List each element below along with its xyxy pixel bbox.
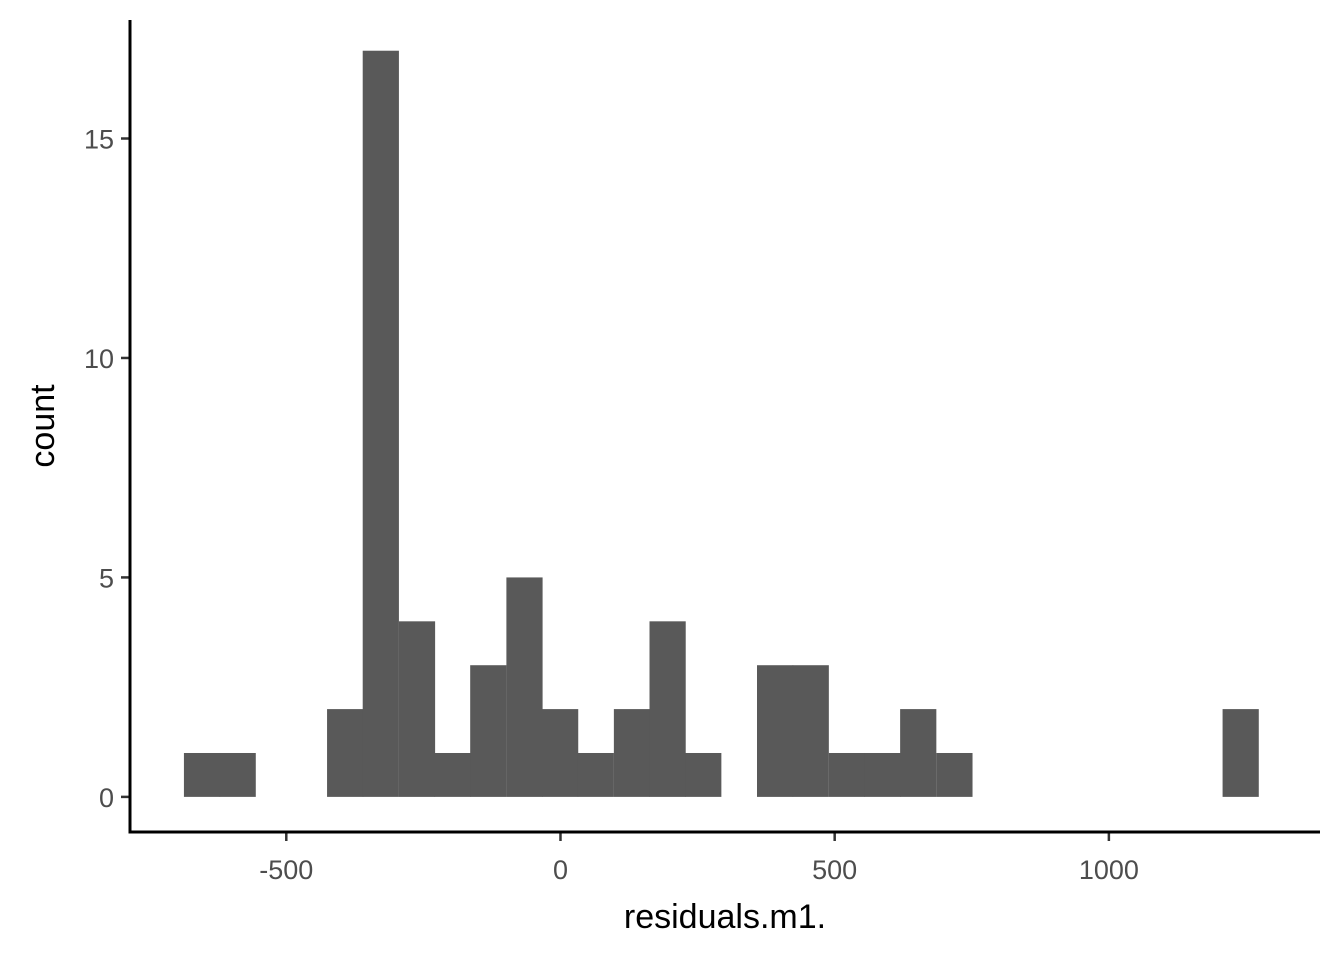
histogram-bar-21 — [936, 752, 973, 797]
histogram-bar-20 — [900, 709, 937, 797]
histogram-bar-7 — [434, 752, 471, 797]
y-tick-label-2: 10 — [84, 344, 114, 374]
x-tick-label-3: 1000 — [1079, 855, 1139, 885]
histogram-bars — [183, 50, 1259, 797]
histogram-bar-10 — [542, 709, 579, 797]
histogram-bar-11 — [577, 752, 614, 797]
histogram-bar-5 — [362, 50, 399, 797]
y-axis-ticks: 0 5 10 15 — [84, 125, 130, 813]
y-tick-label-3: 15 — [84, 125, 114, 155]
histogram-bar-1 — [219, 752, 256, 797]
x-tick-label-2: 500 — [812, 855, 857, 885]
histogram-bar-6 — [398, 621, 436, 797]
y-axis-title: count — [24, 384, 62, 468]
histogram-bar-18 — [828, 752, 866, 797]
x-tick-label-1: 0 — [553, 855, 568, 885]
histogram-bar-12 — [613, 709, 651, 797]
histogram-bar-8 — [470, 665, 507, 797]
histogram-bar-19 — [864, 752, 901, 797]
histogram-bar-29 — [1222, 709, 1259, 797]
x-axis-title: residuals.m1. — [624, 898, 826, 936]
y-tick-label-1: 5 — [99, 563, 114, 593]
histogram-bar-14 — [685, 752, 722, 797]
y-tick-label-0: 0 — [99, 783, 114, 813]
histogram-bar-16 — [757, 665, 794, 797]
histogram-bar-9 — [506, 577, 543, 797]
x-tick-label-0: -500 — [259, 855, 313, 885]
histogram-bar-17 — [792, 665, 829, 797]
histogram-bar-13 — [649, 621, 686, 797]
x-axis-ticks: -500 0 500 1000 — [259, 832, 1139, 885]
histogram-bar-0 — [183, 752, 221, 797]
histogram-bar-4 — [327, 709, 364, 797]
